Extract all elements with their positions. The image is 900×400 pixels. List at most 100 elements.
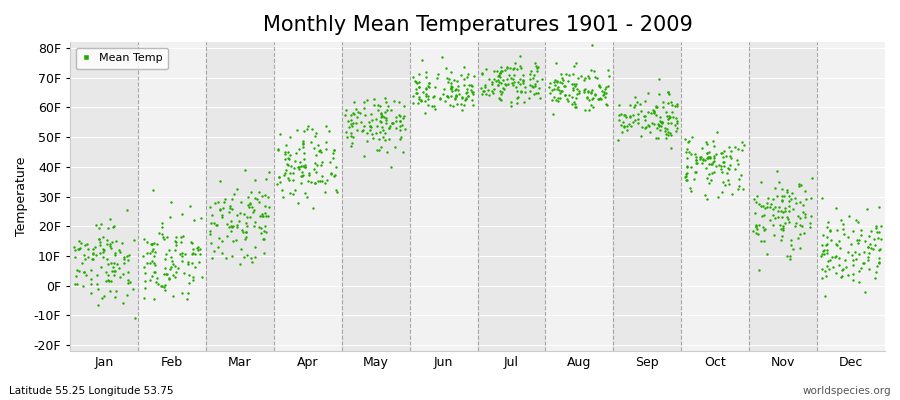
- Point: [241, 204, 256, 210]
- Point: [464, 87, 479, 93]
- Point: [72, 268, 86, 274]
- Point: [529, 90, 544, 96]
- Point: [410, 86, 424, 92]
- Point: [484, 81, 499, 87]
- Point: [283, 134, 297, 141]
- Point: [507, 79, 521, 85]
- Point: [195, 274, 210, 280]
- Point: [872, 259, 886, 265]
- Point: [392, 118, 407, 124]
- Point: [252, 189, 266, 195]
- Bar: [749, 42, 817, 351]
- Point: [570, 86, 584, 92]
- Point: [850, 237, 864, 243]
- Point: [702, 180, 716, 186]
- Point: [102, 261, 116, 267]
- Point: [104, 278, 118, 285]
- Point: [702, 171, 716, 178]
- Point: [652, 122, 667, 128]
- Point: [774, 237, 788, 243]
- Point: [255, 192, 269, 199]
- Point: [475, 88, 490, 94]
- Point: [422, 80, 436, 86]
- Point: [656, 104, 670, 110]
- Point: [145, 240, 159, 247]
- Point: [96, 245, 111, 252]
- Point: [850, 240, 865, 246]
- Point: [108, 268, 122, 274]
- Point: [523, 76, 537, 82]
- Point: [158, 236, 172, 242]
- Point: [418, 110, 432, 116]
- Point: [716, 154, 731, 160]
- Point: [493, 97, 508, 104]
- Point: [224, 218, 238, 224]
- Point: [552, 87, 566, 94]
- Point: [565, 87, 580, 94]
- Point: [294, 169, 309, 175]
- Point: [215, 238, 230, 244]
- Point: [493, 68, 508, 74]
- Point: [92, 225, 106, 232]
- Point: [445, 69, 459, 76]
- Point: [825, 254, 840, 260]
- Point: [624, 122, 638, 129]
- Point: [728, 144, 742, 150]
- Point: [774, 226, 788, 232]
- Point: [68, 247, 83, 253]
- Point: [431, 71, 446, 77]
- Point: [308, 133, 322, 139]
- Point: [495, 88, 509, 95]
- Point: [219, 254, 233, 261]
- Point: [767, 232, 781, 238]
- Point: [687, 175, 701, 182]
- Point: [804, 212, 818, 219]
- Point: [797, 188, 812, 194]
- Point: [820, 262, 834, 269]
- Point: [406, 74, 420, 80]
- Point: [104, 245, 118, 251]
- Point: [184, 240, 199, 246]
- Point: [283, 152, 297, 158]
- Point: [688, 153, 703, 160]
- Point: [428, 102, 442, 109]
- Point: [418, 74, 433, 80]
- Point: [162, 276, 176, 282]
- Point: [76, 269, 91, 275]
- Point: [145, 240, 159, 247]
- Point: [464, 83, 479, 90]
- Point: [784, 242, 798, 249]
- Point: [203, 230, 218, 237]
- Point: [652, 91, 666, 97]
- Point: [868, 275, 883, 282]
- Point: [382, 124, 397, 131]
- Point: [749, 224, 763, 230]
- Point: [277, 172, 292, 178]
- Point: [84, 281, 98, 287]
- Point: [121, 269, 135, 276]
- Point: [523, 88, 537, 94]
- Point: [545, 97, 560, 104]
- Point: [585, 104, 599, 110]
- Point: [142, 277, 157, 283]
- Point: [320, 177, 334, 183]
- Point: [262, 204, 276, 210]
- Point: [157, 234, 171, 240]
- Point: [112, 265, 127, 272]
- Point: [444, 86, 458, 92]
- Point: [256, 236, 270, 242]
- Point: [638, 124, 652, 130]
- Point: [138, 278, 152, 284]
- Point: [436, 90, 450, 97]
- Point: [623, 112, 637, 119]
- Point: [635, 124, 650, 130]
- Point: [670, 103, 684, 110]
- Point: [393, 136, 408, 142]
- Point: [280, 162, 294, 168]
- Point: [833, 217, 848, 224]
- Point: [449, 93, 464, 99]
- Point: [487, 75, 501, 82]
- Point: [285, 191, 300, 197]
- Point: [698, 139, 713, 146]
- Point: [69, 267, 84, 274]
